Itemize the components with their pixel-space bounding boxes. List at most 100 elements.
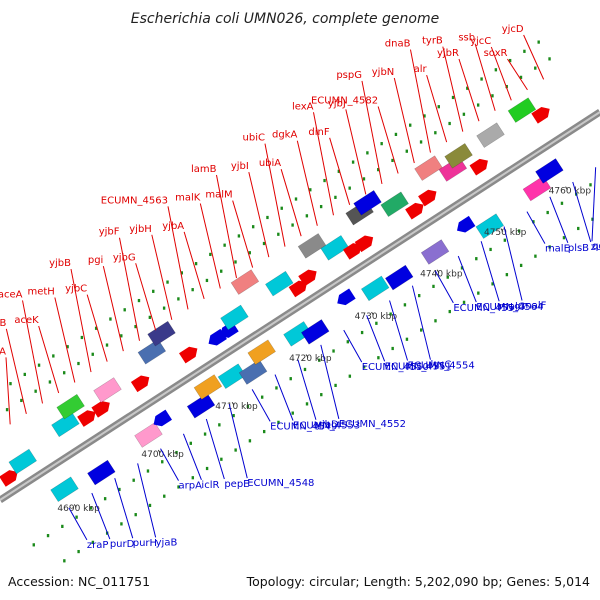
gene-label: lexA [292,101,314,112]
gene-label: purD [110,539,135,550]
ring-dot [234,260,237,264]
leader-line [377,106,399,174]
ring-dot [294,197,298,201]
kbp-tick-label: 4740 kbp [420,270,463,280]
ring-dot [303,367,307,372]
dotted-ring-guides [5,40,594,563]
ring-dot [417,294,421,298]
gene-feature [134,422,163,448]
gene-feature [469,158,488,176]
gene-label: purH [133,538,157,549]
gene-feature [51,411,80,438]
gene-label: soxR [484,48,508,59]
gene-feature [265,270,294,297]
kbp-tick-mark [157,449,161,454]
gene-feature [360,275,390,302]
ring-dot [446,275,449,279]
gene-feature [230,269,260,295]
ring-dot [77,549,80,554]
ring-dot [177,297,180,301]
ring-dot [75,515,78,519]
leader-line [457,255,477,303]
ring-dot [91,352,94,356]
ring-dot [166,280,169,284]
ring-dot [109,317,112,321]
leader-line [591,167,597,242]
leader-line [409,49,431,153]
gene-feature [8,448,37,475]
ring-dot [132,478,135,482]
ring-dot [337,169,341,173]
leader-line [474,43,496,111]
leader-line [135,263,157,331]
gene-label: tyrB [422,36,443,47]
leader-line [264,143,286,247]
ring-dot [260,395,264,399]
ring-dot [262,241,266,246]
leader-line [393,77,415,164]
ring-dot [46,534,50,538]
leader-line [119,237,140,341]
kbp-tick-mark [231,402,235,406]
ring-dot [419,140,423,144]
ring-dot [377,356,380,360]
gene-feature [247,339,276,365]
gene-label: ECUMN_4553 [293,421,360,432]
ring-dot [523,49,526,53]
gene-feature [354,235,374,253]
gene-feature [193,374,223,400]
ring-dot [517,229,521,233]
gene-features [0,97,564,502]
ring-dot [61,524,64,528]
gene-feature [220,304,249,331]
ring-dot [163,494,166,498]
ring-dot [403,303,407,307]
gene-label: ubiC [243,133,265,144]
ring-dot [277,232,280,236]
gene-feature [476,122,505,148]
gene-label: yjbH [129,224,152,235]
gene-label: malF [522,300,547,311]
ring-dot [205,278,209,283]
ring-dot [189,441,192,445]
gene-label: ECUMN_4548 [247,478,314,489]
ring-dot [32,543,35,547]
leader-line [137,463,157,538]
leader-line [274,374,294,421]
leader-line [366,315,386,362]
ring-dot [380,142,383,146]
gene-label: yjbR [437,48,459,59]
ring-dot [220,457,223,461]
ring-dot [405,337,409,341]
gene-feature [531,107,550,124]
ring-dot [362,177,366,181]
ring-dot [48,380,52,384]
leader-line [215,174,237,279]
kbp-tick-mark [436,269,440,274]
gene-label: yjbJ [328,98,346,109]
ring-dot [448,309,451,314]
gene-label: lamB [191,164,217,175]
ring-dot [23,372,26,377]
gene-feature [475,213,505,239]
ring-dot [248,251,251,255]
ring-dot [52,354,55,358]
ring-dot [209,252,212,257]
gene-label: ECUMN_4551 [385,361,452,372]
ring-dot [505,273,509,277]
gene-feature [405,202,424,220]
gene-label: ECUMN_4559 [453,303,520,314]
ring-dot [318,358,321,362]
gene-feature [297,233,327,259]
gene-feature [147,320,176,347]
gene-label: malM [205,190,232,201]
gene-label: aceK [14,315,39,326]
gene-feature [137,339,167,365]
gene-label: malG [499,301,525,312]
ring-dot [589,183,592,187]
ring-dot [480,77,483,81]
leader-line [549,196,569,244]
gene-feature [56,393,85,420]
leader-line [523,34,545,80]
kbp-tick-label: 4700 kbp [141,450,184,460]
